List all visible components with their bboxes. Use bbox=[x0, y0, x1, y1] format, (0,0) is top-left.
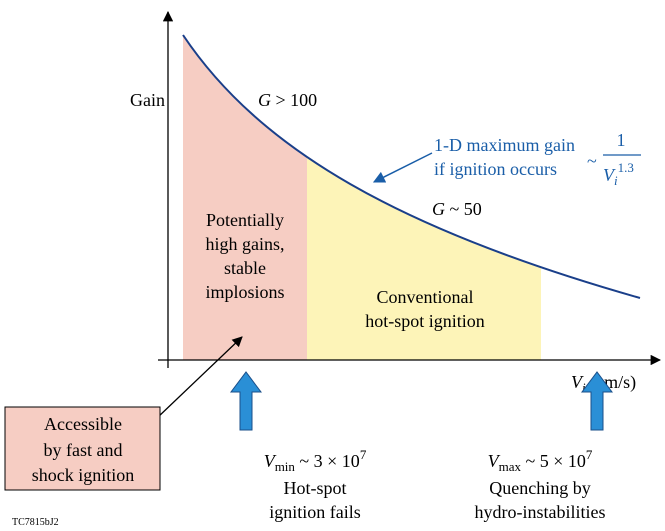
gain-curve bbox=[182, 34, 641, 299]
region-line: Conventional bbox=[377, 287, 474, 307]
curve-label: 1-D maximum gain bbox=[434, 135, 575, 155]
y-axis-label: Gain bbox=[130, 90, 165, 110]
mid-gain-label: G ~ 50 bbox=[432, 199, 482, 219]
regions bbox=[183, 35, 541, 360]
region-line: high gains, bbox=[206, 234, 285, 254]
figure-id: TC7815bJ2 bbox=[12, 517, 59, 528]
vmin-note: Hot-spot bbox=[284, 478, 347, 498]
region-line: implosions bbox=[205, 282, 284, 302]
numerator: 1 bbox=[617, 130, 626, 150]
vmin-arrow bbox=[230, 371, 262, 431]
pink-region bbox=[183, 35, 307, 360]
region-line: Potentially bbox=[206, 210, 284, 230]
box-line: Accessible bbox=[44, 414, 122, 434]
vmin-note: ignition fails bbox=[269, 502, 361, 522]
high-gain-label: G > 100 bbox=[258, 90, 317, 110]
box bbox=[4, 406, 161, 491]
vmax-arrow bbox=[581, 371, 613, 431]
box-line: by fast and bbox=[44, 440, 123, 460]
vmax-label: Vmax ~ 5 × 107 bbox=[488, 447, 593, 474]
region-line: hot-spot ignition bbox=[365, 311, 485, 331]
box-line: shock ignition bbox=[32, 465, 135, 485]
denominator: Vi1.3 bbox=[603, 160, 634, 188]
vmax-note: hydro-instabilities bbox=[475, 502, 606, 522]
tilde: ~ bbox=[587, 151, 597, 171]
vmax-note: Quenching by bbox=[489, 478, 590, 498]
pink-text: Potentially high gains, stable implosion… bbox=[205, 210, 484, 331]
box-pointer bbox=[156, 336, 243, 419]
vmin-label: Vmin ~ 3 × 107 bbox=[264, 447, 367, 474]
curve-pointer bbox=[372, 152, 433, 183]
curve-label: if ignition occurs bbox=[434, 159, 557, 179]
region-line: stable bbox=[224, 258, 266, 278]
